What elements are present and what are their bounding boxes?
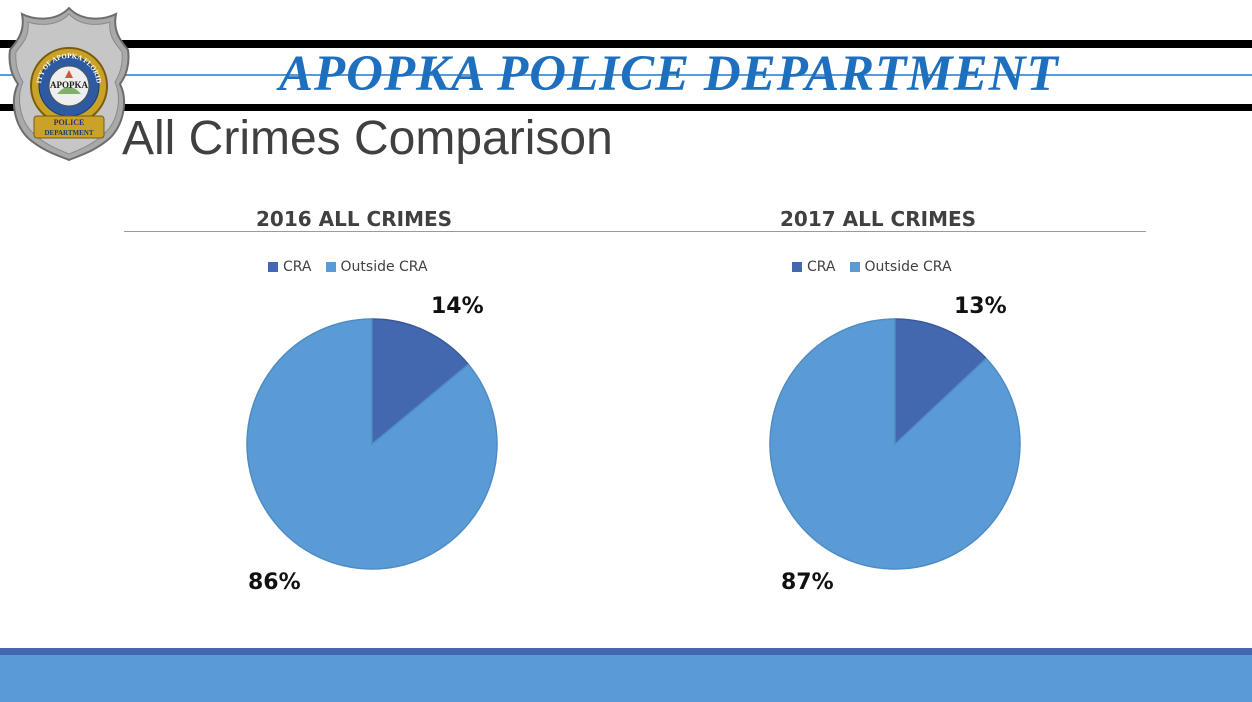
legend-label-cra: CRA	[807, 259, 836, 275]
legend-item-cra: CRA	[792, 258, 836, 276]
department-name: APOPKA POLICE DEPARTMENT	[279, 46, 1059, 102]
chart-2016-pie	[246, 318, 498, 570]
footer-band-light	[0, 655, 1252, 702]
chart-2016-title: 2016 ALL CRIMES	[256, 207, 453, 231]
pie-slice-outside-cra	[246, 318, 498, 570]
chart-2016-legend: CRA Outside CRA	[268, 258, 442, 276]
footer-band-dark	[0, 648, 1252, 655]
chart-2016-label-outside-cra: 86%	[248, 570, 301, 595]
header-rule-top	[0, 40, 1252, 48]
legend-swatch-outside-cra	[849, 262, 860, 272]
pie-slice-cra	[371, 318, 470, 446]
police-badge-logo: APOPKA POLICE DEPARTMENT CITY OF APOPKA …	[4, 4, 130, 162]
legend-swatch-cra	[792, 262, 802, 272]
chart-2017-title: 2017 ALL CRIMES	[780, 207, 977, 231]
chart-2016-label-cra: 14%	[431, 294, 484, 319]
chart-title-separator	[124, 231, 1146, 232]
pie-slice-outside-cra	[769, 318, 1021, 570]
legend-label-cra: CRA	[283, 259, 312, 275]
chart-2017-label-outside-cra: 87%	[781, 570, 834, 595]
legend-label-outside-cra: Outside CRA	[864, 259, 952, 275]
header-rule-blue	[0, 74, 1252, 76]
chart-2017-pie	[769, 318, 1021, 570]
legend-item-outside-cra: Outside CRA	[325, 258, 428, 276]
legend-label-outside-cra: Outside CRA	[340, 259, 428, 275]
legend-swatch-outside-cra	[325, 262, 336, 272]
page-title: All Crimes Comparison	[122, 112, 613, 165]
badge-banner-top: POLICE	[54, 118, 85, 127]
legend-item-outside-cra: Outside CRA	[849, 258, 952, 276]
chart-2017-legend: CRA Outside CRA	[792, 258, 966, 276]
pie-slice-cra	[894, 318, 988, 446]
chart-2017-label-cra: 13%	[954, 294, 1007, 319]
legend-item-cra: CRA	[268, 258, 312, 276]
header-rule-bottom	[0, 104, 1252, 111]
badge-center-text: APOPKA	[50, 80, 88, 90]
legend-swatch-cra	[268, 262, 278, 272]
badge-banner-bottom: DEPARTMENT	[44, 129, 93, 137]
